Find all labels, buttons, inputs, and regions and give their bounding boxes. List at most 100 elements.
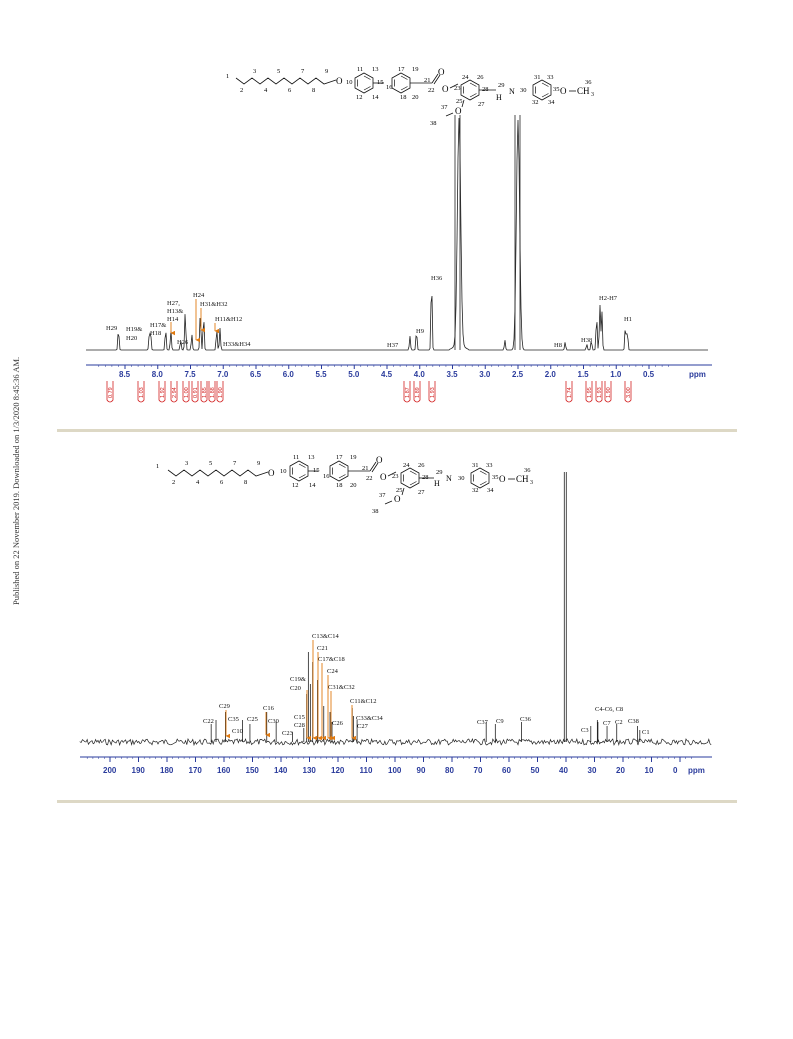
integral-value: 1.89 xyxy=(415,387,421,398)
peak-label: C30 xyxy=(268,718,279,725)
svg-text:O: O xyxy=(438,67,445,77)
tick-label: 60 xyxy=(502,766,511,775)
cnmr-peak-labels: C13&C14 C21 C17&C18 C24 C19& C20 C31&C32… xyxy=(203,633,650,741)
svg-text:10: 10 xyxy=(346,79,353,86)
svg-text:15: 15 xyxy=(313,467,320,474)
peak-label: H33&H34 xyxy=(223,341,251,348)
integral-value: 1.93 xyxy=(430,387,436,398)
peak-label: C7 xyxy=(603,720,611,727)
tick-label: 40 xyxy=(559,766,568,775)
tick-label: 2.0 xyxy=(545,370,557,379)
integral-bracket xyxy=(565,381,573,403)
tick-label: 150 xyxy=(246,766,260,775)
peak-label: H14 xyxy=(167,316,179,323)
svg-text:29: 29 xyxy=(436,469,443,476)
tick-label: 10 xyxy=(645,766,654,775)
tick-label: 8.0 xyxy=(152,370,164,379)
divider-top xyxy=(57,429,737,432)
peak-label: C2 xyxy=(615,719,623,726)
integral-value: 3.00 xyxy=(626,387,632,398)
svg-text:17: 17 xyxy=(398,66,405,73)
tick-label: 4.0 xyxy=(414,370,426,379)
integral-value: 1.00 xyxy=(184,387,190,398)
tick-label: 4.5 xyxy=(381,370,393,379)
peak-label: C4-C6, C8 xyxy=(595,706,623,713)
tick-label: 160 xyxy=(217,766,231,775)
peak-label: H19& xyxy=(126,326,142,333)
tick-label: 8.5 xyxy=(119,370,131,379)
svg-text:18: 18 xyxy=(400,94,407,101)
integral-bracket xyxy=(413,381,421,403)
tick-label: 170 xyxy=(189,766,203,775)
integral-bracket xyxy=(216,381,224,403)
peak-label: C13&C14 xyxy=(312,633,339,640)
svg-text:O: O xyxy=(380,472,387,482)
integral-value: 1.03 xyxy=(139,387,145,398)
tick-label: 90 xyxy=(417,766,426,775)
tick-label: 130 xyxy=(303,766,317,775)
tick-label: 7.0 xyxy=(217,370,229,379)
svg-text:4: 4 xyxy=(196,479,200,486)
peak-label: C10 xyxy=(232,728,243,735)
svg-text:21: 21 xyxy=(362,465,369,472)
peak-label: H1 xyxy=(624,316,632,323)
svg-text:30: 30 xyxy=(458,475,465,482)
integral-bracket xyxy=(106,381,114,403)
peak-label: C19& xyxy=(290,676,306,683)
peak-label: C36 xyxy=(520,716,532,723)
svg-text:27: 27 xyxy=(478,101,485,108)
tick-label: 20 xyxy=(616,766,625,775)
svg-text:17: 17 xyxy=(336,454,343,461)
integral-bracket xyxy=(604,381,612,403)
integral-value: 0.91 xyxy=(193,387,199,398)
peak-label: H31&H32 xyxy=(200,301,227,308)
svg-text:22: 22 xyxy=(428,87,435,94)
hnmr-panel: 1 2 3 4 5 6 7 8 9 O 10 11 12 13 14 15 16… xyxy=(86,66,712,403)
integral-value: 1.90 xyxy=(218,387,224,398)
molecule-structure-1: 1 2 3 4 5 6 7 8 9 O 10 11 12 13 14 15 16… xyxy=(226,66,594,127)
svg-text:11: 11 xyxy=(357,66,363,73)
svg-text:3: 3 xyxy=(530,480,533,486)
peak-label: C28 xyxy=(294,722,305,729)
svg-text:16: 16 xyxy=(323,473,330,480)
integral-value: 1.92 xyxy=(160,387,166,398)
integral-value: 1.87 xyxy=(405,387,411,398)
integral-value: 1.74 xyxy=(567,387,573,398)
svg-text:22: 22 xyxy=(366,475,373,482)
peak-label: C26 xyxy=(332,720,344,727)
peak-label: H26 xyxy=(177,339,189,346)
svg-text:O: O xyxy=(376,455,383,465)
tick-label: 5.0 xyxy=(348,370,360,379)
peak-label: C35 xyxy=(228,716,239,723)
svg-text:34: 34 xyxy=(487,487,494,494)
integral-value: 1.95 xyxy=(587,387,593,398)
peak-label: H38 xyxy=(581,337,592,344)
peak-label: H2-H7 xyxy=(599,295,618,302)
integral-bracket xyxy=(595,381,603,403)
peak-label: C16 xyxy=(263,705,275,712)
svg-text:35: 35 xyxy=(553,86,560,93)
svg-text:O: O xyxy=(442,84,449,94)
svg-text:34: 34 xyxy=(548,99,555,106)
svg-text:CH: CH xyxy=(577,86,590,96)
svg-text:2: 2 xyxy=(172,479,175,486)
svg-text:28: 28 xyxy=(422,474,429,481)
chain-num: 5 xyxy=(277,68,280,75)
integral-bracket xyxy=(624,381,632,403)
chain-num: 3 xyxy=(253,68,256,75)
svg-text:16: 16 xyxy=(386,84,393,91)
molecule-structure-2: 1 2 3 4 5 6 7 8 9 O 10 11 12 13 14 15 16… xyxy=(156,454,533,515)
svg-text:33: 33 xyxy=(486,462,493,469)
tick-label: 3.5 xyxy=(447,370,459,379)
svg-text:33: 33 xyxy=(547,74,554,81)
integral-bracket xyxy=(200,381,208,403)
chain-num: 7 xyxy=(301,68,305,75)
tick-label: 2.5 xyxy=(512,370,524,379)
svg-text:31: 31 xyxy=(534,74,541,81)
tick-label: 190 xyxy=(132,766,146,775)
chain-num: 1 xyxy=(226,73,229,80)
tick-label: 7.5 xyxy=(185,370,197,379)
axis-unit: ppm xyxy=(688,766,705,775)
cnmr-axis: 200 190 180 170 160 150 140 130 120 110 100 90 80 70 6… xyxy=(80,756,712,775)
